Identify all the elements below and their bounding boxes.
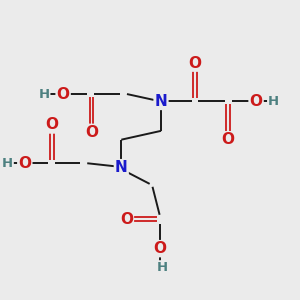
Text: O: O: [153, 241, 166, 256]
Text: N: N: [115, 160, 128, 175]
Text: O: O: [45, 118, 58, 133]
Text: H: H: [268, 95, 279, 108]
Text: O: O: [85, 125, 98, 140]
Text: N: N: [154, 94, 167, 109]
Text: H: H: [157, 261, 168, 274]
Text: O: O: [18, 156, 31, 171]
Text: O: O: [189, 56, 202, 70]
Text: O: O: [221, 132, 234, 147]
Text: O: O: [250, 94, 262, 109]
Text: O: O: [57, 87, 70, 102]
Text: H: H: [38, 88, 50, 100]
Text: O: O: [120, 212, 133, 227]
Text: H: H: [2, 157, 13, 170]
